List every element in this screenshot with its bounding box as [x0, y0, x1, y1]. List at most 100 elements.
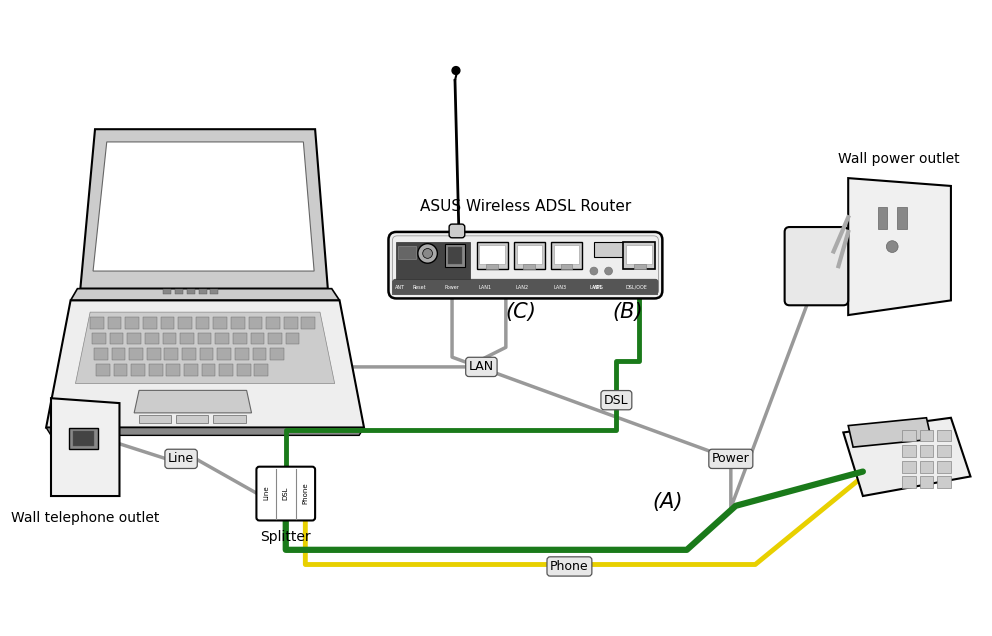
Bar — [149, 364, 163, 376]
Bar — [233, 333, 247, 345]
Circle shape — [887, 240, 898, 252]
Bar — [268, 333, 282, 345]
FancyBboxPatch shape — [393, 236, 659, 294]
Bar — [108, 317, 121, 329]
Bar — [114, 364, 127, 376]
Bar — [920, 445, 933, 457]
Text: Line: Line — [168, 452, 194, 466]
Bar — [237, 364, 251, 376]
Bar — [112, 349, 125, 360]
Bar — [231, 317, 245, 329]
Bar — [486, 264, 498, 269]
Bar — [186, 289, 194, 294]
Bar — [163, 333, 177, 345]
Bar — [517, 245, 542, 264]
Bar — [198, 289, 206, 294]
Text: Reset: Reset — [413, 285, 427, 289]
Polygon shape — [843, 418, 970, 496]
Polygon shape — [70, 289, 339, 300]
Text: Wall telephone outlet: Wall telephone outlet — [11, 511, 160, 525]
Bar — [139, 415, 172, 423]
Bar — [448, 247, 462, 264]
Bar — [181, 333, 193, 345]
Text: Splitter: Splitter — [261, 530, 311, 544]
Bar — [514, 242, 545, 269]
FancyBboxPatch shape — [449, 224, 465, 238]
Bar — [266, 317, 280, 329]
Bar — [554, 245, 579, 264]
Bar — [902, 429, 916, 441]
Bar — [185, 364, 197, 376]
Text: LAN1: LAN1 — [479, 285, 492, 289]
Circle shape — [418, 244, 437, 263]
Bar — [96, 364, 110, 376]
Text: ANT: ANT — [395, 285, 406, 289]
Text: (C): (C) — [505, 302, 536, 322]
Circle shape — [605, 267, 612, 275]
Bar — [164, 289, 172, 294]
Bar — [560, 264, 572, 269]
Bar — [94, 349, 108, 360]
Bar — [199, 349, 213, 360]
Text: LAN2: LAN2 — [516, 285, 529, 289]
Bar — [594, 242, 625, 258]
Bar — [161, 317, 175, 329]
Bar — [92, 333, 106, 345]
Bar — [937, 445, 951, 457]
Text: LAN3: LAN3 — [554, 285, 566, 289]
Bar — [217, 349, 231, 360]
Bar — [902, 445, 916, 457]
Text: ASUS Wireless ADSL Router: ASUS Wireless ADSL Router — [420, 199, 631, 214]
Bar — [215, 333, 229, 345]
Bar — [213, 317, 227, 329]
Text: Phone: Phone — [303, 482, 309, 504]
Bar — [524, 264, 536, 269]
Text: DSL: DSL — [283, 487, 289, 500]
Bar — [213, 415, 246, 423]
Bar — [143, 317, 157, 329]
Bar — [249, 317, 262, 329]
Bar — [937, 461, 951, 473]
Bar — [219, 364, 233, 376]
Bar — [179, 317, 191, 329]
Bar — [626, 245, 652, 264]
Bar — [902, 461, 916, 473]
Text: DSL: DSL — [604, 394, 629, 406]
Bar — [176, 289, 184, 294]
Polygon shape — [93, 142, 314, 271]
Bar — [68, 427, 98, 449]
Bar — [937, 429, 951, 441]
Bar — [920, 461, 933, 473]
Circle shape — [590, 267, 598, 275]
Text: DSL/OOE: DSL/OOE — [625, 285, 647, 289]
Text: Wall power outlet: Wall power outlet — [838, 153, 960, 167]
Text: Power: Power — [444, 285, 459, 289]
Bar — [131, 364, 145, 376]
Bar — [167, 364, 181, 376]
Circle shape — [423, 249, 433, 258]
Bar — [398, 245, 416, 259]
Bar — [183, 349, 195, 360]
Text: Line: Line — [263, 486, 269, 501]
Bar — [125, 317, 139, 329]
FancyBboxPatch shape — [393, 279, 659, 294]
Text: (B): (B) — [613, 302, 644, 322]
Polygon shape — [46, 300, 364, 427]
Bar — [235, 349, 249, 360]
Bar — [920, 476, 933, 488]
Polygon shape — [75, 312, 334, 384]
Bar — [210, 289, 218, 294]
Bar — [110, 333, 123, 345]
Bar — [286, 333, 300, 345]
Bar — [197, 333, 211, 345]
Circle shape — [452, 67, 460, 74]
Bar — [253, 349, 266, 360]
Bar — [445, 244, 465, 267]
Bar — [177, 415, 208, 423]
FancyBboxPatch shape — [389, 232, 663, 298]
Bar — [634, 264, 646, 269]
Text: WPS: WPS — [593, 285, 604, 289]
Bar — [623, 242, 655, 269]
Polygon shape — [46, 427, 364, 436]
Text: LAN1: LAN1 — [589, 285, 602, 289]
